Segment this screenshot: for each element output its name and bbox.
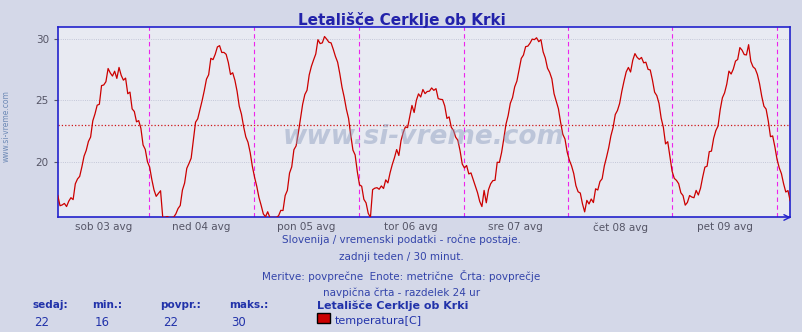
Text: www.si-vreme.com: www.si-vreme.com	[2, 90, 11, 162]
Text: 22: 22	[163, 316, 178, 329]
Text: navpična črta - razdelek 24 ur: navpična črta - razdelek 24 ur	[322, 288, 480, 298]
Text: Letališče Cerklje ob Krki: Letališče Cerklje ob Krki	[298, 12, 504, 28]
Text: www.si-vreme.com: www.si-vreme.com	[282, 124, 565, 150]
Text: 22: 22	[34, 316, 50, 329]
Text: sedaj:: sedaj:	[32, 300, 67, 310]
Text: Letališče Cerklje ob Krki: Letališče Cerklje ob Krki	[317, 300, 468, 311]
Text: maks.:: maks.:	[229, 300, 268, 310]
Text: povpr.:: povpr.:	[160, 300, 201, 310]
Text: 30: 30	[231, 316, 245, 329]
Text: temperatura[C]: temperatura[C]	[334, 316, 421, 326]
Text: Slovenija / vremenski podatki - ročne postaje.: Slovenija / vremenski podatki - ročne po…	[282, 234, 520, 245]
Text: zadnji teden / 30 minut.: zadnji teden / 30 minut.	[338, 252, 464, 262]
Text: Meritve: povprečne  Enote: metrične  Črta: povprečje: Meritve: povprečne Enote: metrične Črta:…	[262, 270, 540, 282]
Text: 16: 16	[95, 316, 110, 329]
Text: min.:: min.:	[92, 300, 122, 310]
